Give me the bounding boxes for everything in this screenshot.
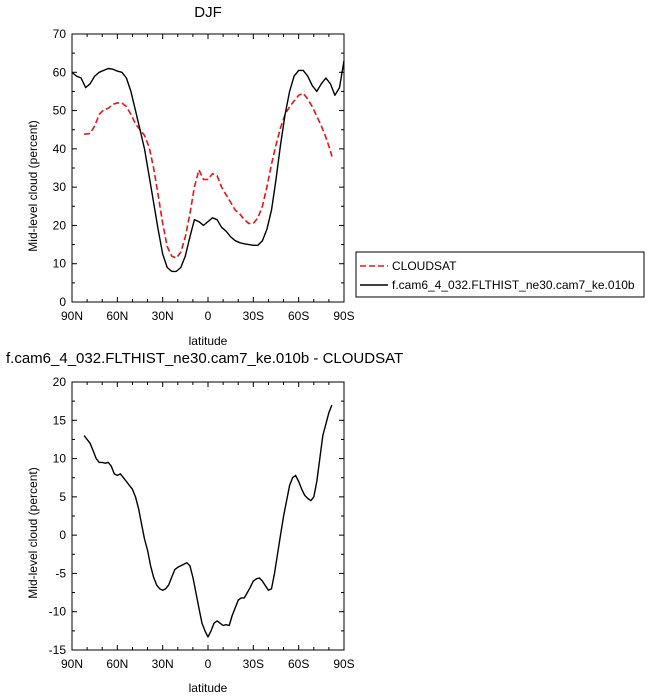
panel-bottom-ytick-label: 5	[59, 490, 66, 504]
panel-bottom-frame	[71, 381, 345, 651]
panel-bottom-series	[83, 404, 333, 638]
panel-bottom-xtick-label: 30N	[152, 657, 174, 671]
panel-bottom-xtick-label: 90S	[333, 657, 354, 671]
panel-top-xlabel: latitude	[189, 334, 228, 348]
panel-top-ytick-label: 70	[53, 27, 67, 41]
panel-bottom-xtick-label: 0	[205, 657, 212, 671]
panel-top-xtick-label: 30S	[243, 309, 264, 323]
legend-label-cloudsat: CLOUDSAT	[392, 259, 457, 273]
panel-top-title: DJF	[194, 4, 222, 21]
panel-top: DJF Mid-level cloud (percent) latitude 9…	[26, 4, 355, 348]
panel-bottom-title: f.cam6_4_032.FLTHIST_ne30.cam7_ke.010b -…	[6, 350, 403, 367]
panel-bottom-ytick-label: 0	[59, 528, 66, 542]
panel-bottom-ylabel: Mid-level cloud (percent)	[26, 467, 40, 598]
panel-bottom-ytick-label: -15	[49, 643, 67, 657]
panel-top-ticks: 90N 60N 30N 0 30S 60S 90S 0 10 20 30 40 50 60 70	[53, 27, 355, 323]
panel-bottom-ytick-label: -5	[55, 566, 66, 580]
panel-top-ytick-label: 20	[53, 218, 67, 232]
panel-bottom-ytick-label: 10	[53, 452, 67, 466]
panel-top-ytick-label: 40	[53, 142, 67, 156]
panel-bottom-ytick-label: 20	[53, 375, 67, 389]
panel-bottom-xtick-label: 90N	[61, 657, 83, 671]
panel-top-xtick-label: 90S	[333, 309, 354, 323]
panel-top-ytick-label: 50	[53, 104, 67, 118]
panel-top-xtick-label: 30N	[152, 309, 174, 323]
legend: CLOUDSAT f.cam6_4_032.FLTHIST_ne30.cam7_…	[355, 251, 645, 298]
legend-box	[355, 251, 645, 298]
panel-bottom-xlabel: latitude	[189, 681, 228, 695]
legend-label-model: f.cam6_4_032.FLTHIST_ne30.cam7_ke.010b	[392, 278, 635, 292]
panel-top-xtick-label: 90N	[61, 309, 83, 323]
panel-bottom-series-line-0	[83, 404, 333, 638]
panel-top-ylabel: Mid-level cloud (percent)	[26, 120, 40, 251]
panel-top-xtick-label: 60N	[106, 309, 128, 323]
panel-top-ytick-label: 0	[59, 295, 66, 309]
panel-top-ytick-label: 30	[53, 180, 67, 194]
panel-top-frame	[71, 33, 345, 303]
panel-top-xtick-label: 0	[205, 309, 212, 323]
panel-top-ytick-label: 10	[53, 257, 67, 271]
panel-bottom: f.cam6_4_032.FLTHIST_ne30.cam7_ke.010b -…	[6, 350, 403, 695]
panel-bottom-ticks: 90N 60N 30N 0 30S 60S 90S -15 -10 -5 0 5 10 15 20	[49, 375, 355, 671]
panel-bottom-ytick-label: -10	[49, 605, 67, 619]
panel-top-ytick-label: 60	[53, 65, 67, 79]
panel-bottom-ytick-label: 15	[53, 413, 67, 427]
panel-bottom-xtick-label: 60S	[288, 657, 309, 671]
panel-top-series-line-0	[83, 92, 333, 259]
panel-bottom-xtick-label: 60N	[106, 657, 128, 671]
panel-top-xtick-label: 60S	[288, 309, 309, 323]
panel-bottom-xtick-label: 30S	[243, 657, 264, 671]
panel-top-series-line-1	[71, 60, 345, 273]
panel-top-series	[71, 60, 345, 273]
